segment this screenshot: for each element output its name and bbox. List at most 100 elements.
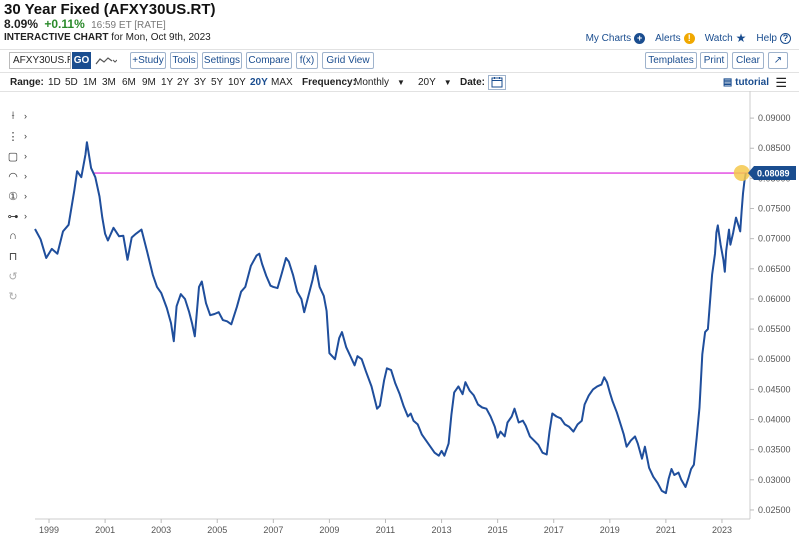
go-button[interactable]: GO (72, 52, 91, 69)
pattern-tool[interactable]: ⊶ › (6, 208, 32, 224)
series-line (34, 141, 747, 495)
range-2y[interactable]: 2Y (177, 77, 190, 88)
x-tick-label: 2021 (656, 525, 676, 535)
x-tick-label: 1999 (39, 525, 59, 535)
watch-label: Watch (704, 32, 733, 44)
magnet-icon: ∩ (9, 230, 17, 242)
last-point-marker (733, 164, 750, 181)
tools-button[interactable]: Tools (170, 52, 198, 69)
y-tick-label: 0.06500 (758, 264, 791, 274)
alert-icon: ! (683, 32, 695, 44)
lock-tool[interactable]: ⊓ (6, 248, 32, 264)
frequency-label: Frequency: (302, 77, 356, 88)
x-tick-label: 2019 (600, 525, 620, 535)
help-link[interactable]: Help ? (756, 31, 791, 45)
arc-icon: ◠ (8, 170, 18, 183)
expand-icon[interactable]: ↗ (768, 52, 788, 69)
rectangle-icon: ▢ (7, 150, 19, 163)
clear-button[interactable]: Clear (732, 52, 764, 69)
range-1m[interactable]: 1M (83, 77, 97, 88)
range-5d[interactable]: 5D (65, 77, 78, 88)
y-tick-label: 0.04500 (758, 384, 791, 394)
value-flag-text: 0.08089 (757, 169, 790, 179)
date-label: Date: (460, 77, 486, 88)
add-study-button[interactable]: +Study (130, 52, 166, 69)
range-5y[interactable]: 5Y (211, 77, 224, 88)
chevron-right-icon: › (24, 151, 27, 161)
chevron-right-icon: › (24, 171, 27, 181)
function-button[interactable]: f(x) (296, 52, 318, 69)
range-max[interactable]: MAX (271, 77, 293, 88)
grid-view-button[interactable]: Grid View (322, 52, 374, 69)
print-button[interactable]: Print (700, 52, 728, 69)
star-icon: ★ (735, 31, 747, 45)
menu-icon[interactable]: ☰ (775, 75, 787, 90)
chart-subtitle: INTERACTIVE CHART for Mon, Oct 9th, 2023 (4, 32, 211, 43)
y-tick-label: 0.07500 (758, 204, 791, 214)
range-9m[interactable]: 9M (142, 77, 156, 88)
subtitle-date: for Mon, Oct 9th, 2023 (108, 32, 211, 43)
undo-icon: ↺ (8, 270, 18, 283)
my-charts-link[interactable]: My Charts + (586, 31, 646, 45)
range-1y[interactable]: 1Y (161, 77, 174, 88)
tutorial-label: tutorial (735, 77, 769, 88)
y-tick-label: 0.03500 (758, 445, 791, 455)
magnet-tool[interactable]: ∩ (6, 228, 32, 244)
templates-button[interactable]: Templates (645, 52, 697, 69)
y-tick-label: 0.07000 (758, 234, 791, 244)
range-3y[interactable]: 3Y (194, 77, 207, 88)
frequency-value: Monthly (354, 77, 390, 88)
period-select[interactable]: 20Y ▼ (418, 77, 452, 88)
arc-tool[interactable]: ◠ › (6, 168, 32, 184)
range-toolbar: Range: 1D 5D 1M 3M 6M 9M 1Y 2Y 3Y 5Y 10Y… (0, 72, 799, 92)
pattern-icon: ⊶ (7, 210, 19, 223)
x-tick-label: 2009 (319, 525, 339, 535)
settings-button[interactable]: Settings (202, 52, 242, 69)
chevron-right-icon: › (24, 191, 27, 201)
redo-tool[interactable]: ↻ (6, 288, 32, 304)
chevron-down-icon: ▼ (443, 78, 452, 87)
range-3m[interactable]: 3M (102, 77, 116, 88)
alerts-link[interactable]: Alerts ! (655, 31, 695, 45)
x-tick-label: 2011 (376, 525, 395, 535)
plot-area: 0.08089 (34, 141, 796, 495)
x-tick-label: 2017 (544, 525, 564, 535)
chart-type-icon[interactable] (95, 55, 117, 67)
crosshair-tool[interactable]: ⟊ › (6, 108, 32, 124)
y-tick-label: 0.02500 (758, 505, 791, 515)
lines-tool[interactable]: ⋮ › (6, 128, 32, 144)
range-6m[interactable]: 6M (122, 77, 136, 88)
range-20y[interactable]: 20Y (250, 77, 268, 88)
trend-lines-icon: ⋮ (7, 130, 19, 143)
price-change: +0.11% (44, 17, 85, 31)
x-tick-label: 2007 (263, 525, 283, 535)
main-toolbar: GO +Study Tools Settings Compare f(x) Gr… (0, 49, 799, 71)
timestamp: 16:59 ET [RATE] (91, 20, 166, 31)
calendar-icon[interactable] (488, 75, 506, 90)
y-tick-label: 0.05500 (758, 324, 791, 334)
range-10y[interactable]: 10Y (228, 77, 246, 88)
symbol-input[interactable] (9, 52, 71, 69)
crosshair-icon: ⟊ (11, 109, 15, 122)
subtitle-bold: INTERACTIVE CHART (4, 32, 109, 43)
shapes-tool[interactable]: ▢ › (6, 148, 32, 164)
tutorial-link[interactable]: ▤ tutorial (723, 77, 769, 88)
frequency-select[interactable]: Monthly ▼ (354, 77, 405, 88)
compare-button[interactable]: Compare (246, 52, 292, 69)
annotation-tool[interactable]: ① › (6, 188, 32, 204)
alerts-label: Alerts (655, 32, 681, 44)
numbered-marker-icon: ① (8, 190, 18, 203)
undo-tool[interactable]: ↺ (6, 268, 32, 284)
last-value-label: 0.08089 (748, 166, 796, 181)
help-icon: ? (780, 32, 791, 44)
x-tick-label: 2015 (488, 525, 508, 535)
help-label: Help (756, 32, 777, 44)
range-1d[interactable]: 1D (48, 77, 61, 88)
watch-link[interactable]: Watch ★ (705, 31, 747, 45)
last-price: 8.09% (4, 17, 39, 31)
plus-icon: + (634, 32, 646, 44)
quote-row: 8.09% +0.11% 16:59 ET [RATE] (4, 17, 166, 31)
x-tick-label: 2003 (151, 525, 171, 535)
chevron-right-icon: › (24, 211, 27, 221)
